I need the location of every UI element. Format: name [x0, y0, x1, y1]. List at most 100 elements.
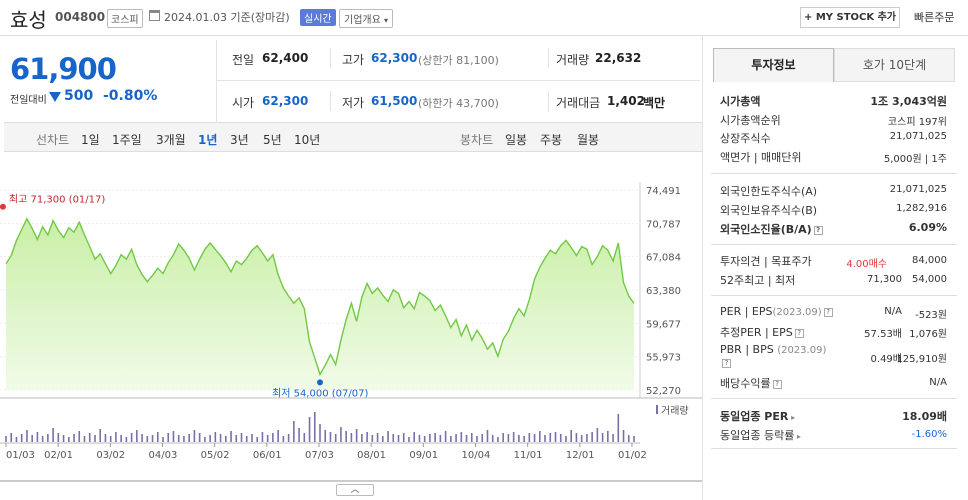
sector-change-label[interactable]: 동일업종 등락률 ▸	[720, 427, 801, 443]
volume-bar	[115, 432, 117, 442]
volume-bar	[617, 414, 620, 442]
panel-divider	[702, 36, 703, 500]
high-annotation: 최고 71,300 (01/17)	[9, 194, 105, 206]
volume-bar	[518, 435, 520, 442]
volume-bar	[392, 434, 395, 442]
volume-bar	[361, 434, 363, 442]
volume-bar	[408, 437, 410, 442]
pbr-value: 0.49배	[870, 354, 902, 365]
x-tick-label: 12/01	[566, 450, 595, 461]
current-price: 61,900	[10, 52, 117, 86]
dividend-value: N/A	[929, 377, 947, 388]
volume-bar	[580, 435, 583, 442]
help-icon[interactable]: ?	[722, 358, 731, 368]
volume-bar	[198, 433, 201, 442]
volume-bar	[293, 421, 295, 442]
volume-bar	[533, 434, 536, 442]
x-tick-label: 02/01	[44, 450, 73, 461]
period-3m[interactable]: 3개월	[156, 133, 186, 147]
add-mystock-button[interactable]: + MY STOCK 추가	[800, 7, 900, 28]
volume-bar	[272, 433, 274, 442]
volume-bar	[266, 435, 269, 442]
candle-chart-label: 봉차트	[460, 133, 494, 147]
help-icon[interactable]: ?	[823, 307, 833, 317]
period-1w[interactable]: 1주일	[112, 133, 142, 147]
chevron-up-icon: ︿	[350, 485, 360, 495]
volume-bar	[151, 435, 154, 442]
x-tick-label: 01/02	[618, 450, 647, 461]
tab-investment-info[interactable]: 투자정보	[713, 48, 834, 82]
help-icon[interactable]: ?	[772, 379, 782, 389]
volume-bar	[52, 428, 54, 442]
collapse-chart-button[interactable]: ︿	[336, 484, 374, 496]
volume-bar	[20, 434, 23, 442]
amount-label: 거래대금	[556, 96, 601, 110]
volume-bar	[68, 437, 70, 442]
volume-bar	[324, 430, 327, 442]
realtime-button[interactable]: 실시간	[300, 9, 336, 26]
x-tick-label: 03/02	[96, 450, 125, 461]
volume-bar	[31, 435, 33, 442]
volume-bar	[607, 431, 609, 442]
x-tick-label: 05/02	[201, 450, 230, 461]
quick-order-button[interactable]: 빠른주문	[914, 11, 955, 24]
volume-bar	[565, 436, 567, 442]
volume-bar	[622, 430, 625, 442]
dividend-label: 배당수익률?	[720, 375, 782, 391]
volume-bar	[277, 430, 279, 442]
price-chart[interactable]: 74,491 70,787 67,084 63,380 59,677 55,973 52,2…	[0, 152, 702, 500]
par-value-label: 액면가 | 매매단위	[720, 151, 802, 164]
lower-limit: (하한가 43,700)	[418, 97, 499, 110]
foreign-holding-label: 외국인보유주식수(B)	[720, 204, 818, 217]
period-1y[interactable]: 1년	[198, 133, 218, 147]
foreign-ratio-label: 외국인소진율(B/A)?	[720, 221, 823, 237]
volume-bar	[167, 433, 170, 442]
candle-weekly[interactable]: 주봉	[540, 133, 563, 147]
price-change-pct: -0.80%	[103, 88, 158, 104]
volume-bar	[230, 431, 232, 442]
volume-bar	[366, 432, 368, 442]
volume-bar	[601, 433, 604, 442]
volume-bar	[308, 417, 311, 442]
price-change: 500	[64, 88, 94, 104]
tab-order-book[interactable]: 호가 10단계	[834, 48, 955, 82]
volume-bar	[109, 436, 112, 442]
foreign-ratio-text: 외국인소진율(B/A)	[720, 223, 812, 236]
52w-low-value: 54,000	[912, 274, 947, 285]
volume-bar	[329, 432, 332, 442]
volume-bar	[596, 428, 599, 442]
volume-bar	[507, 434, 510, 442]
volume-bar	[444, 431, 447, 442]
volume-bar	[41, 436, 44, 442]
volume-bar	[10, 433, 13, 442]
volume-bar	[612, 434, 614, 442]
volume-bar	[104, 434, 107, 442]
volume-bar	[298, 428, 300, 442]
x-tick-label: 07/03	[305, 450, 334, 461]
volume-bar	[156, 432, 159, 442]
period-10y[interactable]: 10년	[294, 133, 321, 147]
candle-daily[interactable]: 일봉	[505, 133, 528, 147]
help-icon[interactable]: ?	[794, 328, 804, 338]
down-arrow-icon	[49, 92, 61, 102]
company-overview-dropdown[interactable]: 기업개요 ▾	[339, 9, 394, 28]
volume-bar	[73, 434, 75, 442]
volume-bar	[83, 436, 86, 442]
52w-label: 52주최고 | 최저	[720, 274, 796, 287]
y-tick-label: 59,677	[646, 319, 681, 330]
candle-monthly[interactable]: 월봉	[577, 133, 600, 147]
volume-bar	[36, 432, 39, 442]
market-cap-rank-label: 시가총액순위	[720, 114, 781, 127]
help-icon[interactable]: ?	[813, 225, 823, 235]
volume-bar	[382, 436, 384, 442]
volume-bar	[188, 434, 190, 442]
volume-bar	[355, 429, 358, 442]
sector-per-label[interactable]: 동일업종 PER ▸	[720, 408, 795, 424]
period-1d[interactable]: 1일	[81, 133, 100, 147]
change-label: 전일대비	[10, 95, 47, 106]
volume-bar	[387, 431, 389, 442]
period-3y[interactable]: 3년	[230, 133, 249, 147]
period-5y[interactable]: 5년	[263, 133, 282, 147]
volume-bar	[570, 430, 572, 442]
y-tick-label: 63,380	[646, 286, 681, 297]
